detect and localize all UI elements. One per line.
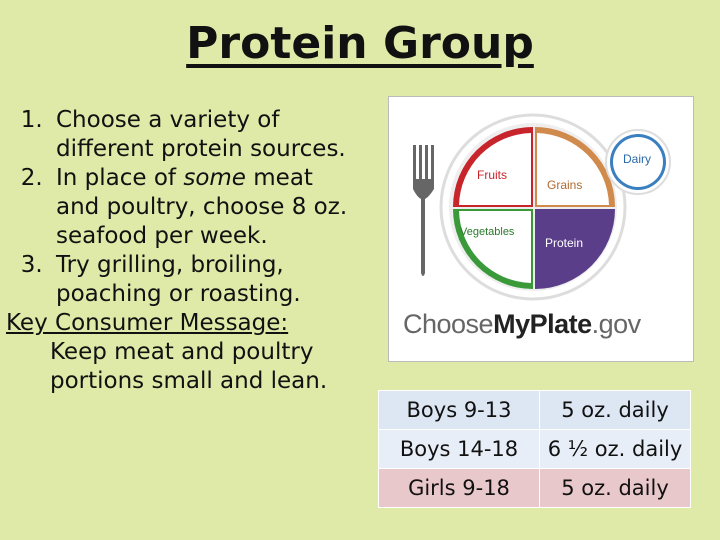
group-cell: Boys 9-13 <box>378 390 540 430</box>
protein-segment <box>535 209 615 289</box>
myplate-image: Fruits Grains Vegetables Protein Dairy C… <box>388 96 694 362</box>
myplate-graphic: Fruits Grains Vegetables Protein Dairy <box>413 113 671 301</box>
vegetables-label: Vegetables <box>460 226 515 238</box>
dairy-label: Dairy <box>623 152 651 166</box>
grains-inner <box>537 133 609 205</box>
table-row: Boys 14-18 6 ½ oz. daily <box>378 429 691 469</box>
servings-table: Boys 9-13 5 oz. daily Boys 14-18 6 ½ oz.… <box>378 390 691 508</box>
choosemyplate-logo: ChooseMyPlate.gov <box>403 309 641 339</box>
protein-label: Protein <box>545 236 583 250</box>
slide-title: Protein Group <box>186 18 534 69</box>
group-cell: Girls 9-18 <box>378 468 540 508</box>
emphasis-text: some <box>183 165 246 191</box>
key-message-text: Keep meat and poultry portions small and … <box>50 339 328 394</box>
point-3: Try grilling, broiling,poaching or roast… <box>50 251 386 309</box>
amount-cell: 5 oz. daily <box>539 390 691 430</box>
fork-icon <box>413 145 434 276</box>
fruits-label: Fruits <box>477 168 507 182</box>
amount-cell: 5 oz. daily <box>539 468 691 508</box>
key-message-label: Key Consumer Message: <box>6 310 289 336</box>
grains-label: Grains <box>547 178 582 192</box>
fruits-inner <box>459 133 531 205</box>
point-2: In place of some meat and poultry, choos… <box>50 164 386 251</box>
group-cell: Boys 14-18 <box>378 429 540 469</box>
table-row: Girls 9-18 5 oz. daily <box>378 468 691 508</box>
table-row: Boys 9-13 5 oz. daily <box>378 390 691 430</box>
vegetables-inner <box>459 211 531 283</box>
amount-cell: 6 ½ oz. daily <box>539 429 691 469</box>
